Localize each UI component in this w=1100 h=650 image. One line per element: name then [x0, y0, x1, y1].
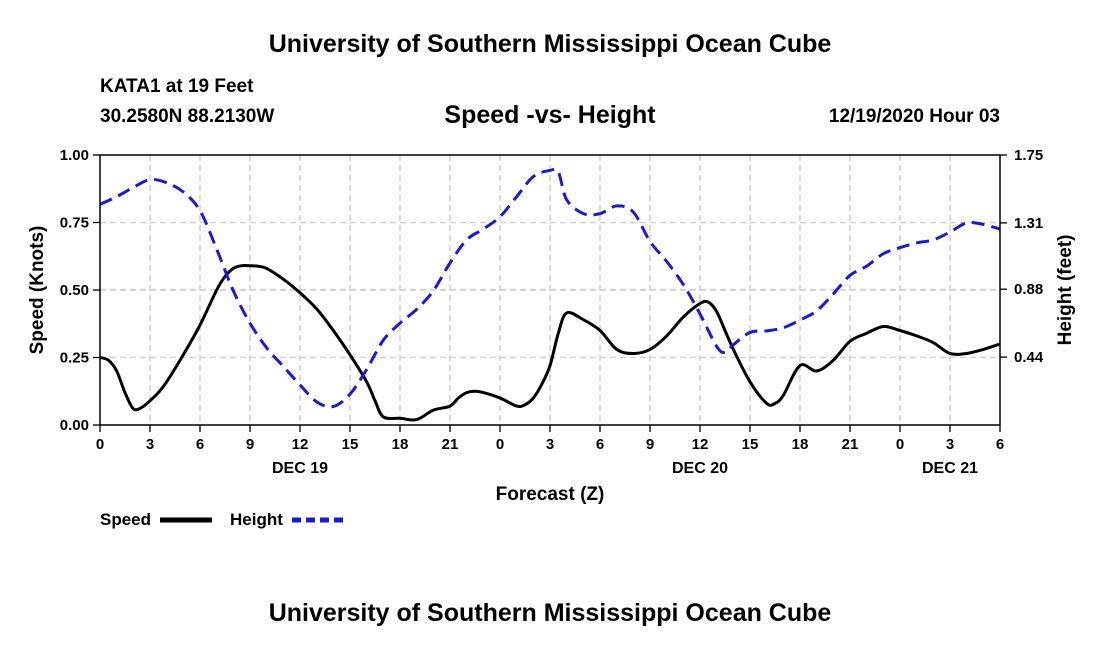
y-tick-label: 0.00: [60, 417, 89, 434]
date-label: DEC 21: [922, 460, 978, 477]
x-tick-label: 0: [896, 436, 904, 453]
y-tick-label: 0.25: [60, 350, 89, 367]
x-tick-label: 0: [96, 436, 104, 453]
x-tick-label: 21: [442, 436, 459, 453]
x-tick-label: 15: [742, 436, 759, 453]
height-series-line: [99, 167, 1001, 409]
speed-series-line: [99, 263, 1001, 422]
legend-speed-label: Speed: [100, 510, 151, 529]
axes: 0 3 6 9 12 15 18 21 0 3 6 9 12 15 18 21 0 3 6 0.00 0.25 0.50 0…: [60, 147, 1044, 477]
footer-title: University of Southern Mississippi Ocean…: [268, 599, 832, 627]
x-tick-label: 18: [392, 436, 409, 453]
y2-tick-label: 1.75: [1014, 147, 1043, 164]
legend-height-label: Height: [230, 510, 283, 529]
x-tick-label: 3: [546, 436, 554, 453]
x-tick-label: 0: [496, 436, 504, 453]
y2-tick-label: 0.44: [1014, 349, 1044, 366]
coordinates-label: 30.2580N 88.2130W: [100, 106, 275, 127]
x-tick-label: 6: [196, 436, 204, 453]
date-label: DEC 20: [672, 460, 728, 477]
y-tick-label: 1.00: [60, 147, 89, 164]
series-layer: [99, 167, 1001, 422]
chart-title: Speed -vs- Height: [444, 101, 656, 129]
y-tick-label: 0.50: [60, 282, 89, 299]
date-label: DEC 19: [272, 460, 328, 477]
x-tick-label: 12: [692, 436, 709, 453]
x-tick-label: 6: [996, 436, 1004, 453]
x-tick-label: 6: [596, 436, 604, 453]
y2-tick-label: 1.31: [1014, 215, 1043, 232]
y-axis-title: Speed (Knots): [27, 226, 48, 355]
x-tick-label: 15: [342, 436, 359, 453]
x-tick-label: 18: [792, 436, 809, 453]
y2-tick-label: 0.88: [1014, 281, 1043, 298]
page-title: University of Southern Mississippi Ocean…: [268, 30, 832, 58]
x-tick-label: 12: [292, 436, 309, 453]
grid: [100, 155, 1000, 425]
station-label: KATA1 at 19 Feet: [100, 76, 254, 97]
x-tick-label: 9: [246, 436, 254, 453]
x-axis-title: Forecast (Z): [496, 484, 605, 505]
y2-axis-title: Height (feet): [1055, 235, 1076, 346]
x-tick-label: 3: [146, 436, 154, 453]
legend: Speed Height: [100, 510, 343, 529]
forecast-datetime: 12/19/2020 Hour 03: [828, 106, 1000, 127]
x-tick-label: 21: [842, 436, 859, 453]
x-tick-label: 9: [646, 436, 654, 453]
x-tick-label: 3: [946, 436, 954, 453]
y-tick-label: 0.75: [60, 215, 89, 232]
